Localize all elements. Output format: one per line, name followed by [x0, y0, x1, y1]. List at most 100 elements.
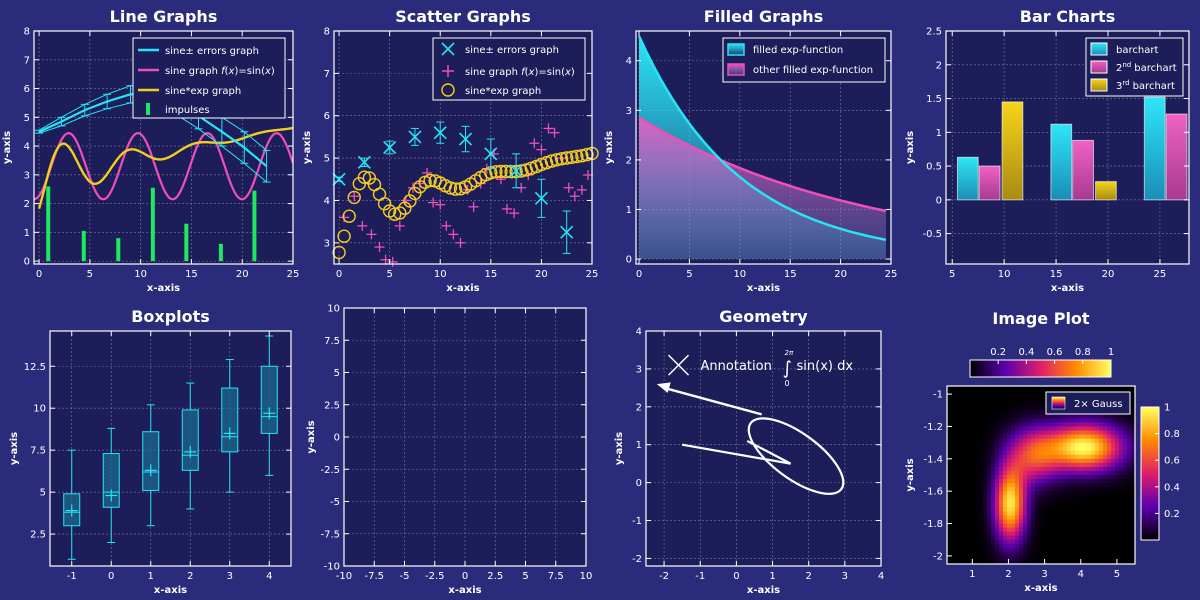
heatmap-cell — [1091, 507, 1096, 512]
heatmap-cell — [979, 523, 984, 529]
heatmap-cell — [971, 426, 976, 431]
y-tick-label: -1.6 — [923, 487, 943, 498]
heatmap-cell — [1023, 475, 1028, 480]
heatmap-cell — [1083, 499, 1088, 504]
heatmap-cell — [1071, 438, 1076, 444]
heatmap-cell — [971, 438, 976, 444]
heatmap-cell — [995, 475, 1000, 480]
heatmap-cell — [995, 430, 1000, 436]
legend-label: sine*exp graph — [465, 86, 541, 97]
heatmap-cell — [999, 466, 1004, 472]
heatmap-cell — [1027, 430, 1032, 436]
heatmap-cell — [959, 483, 964, 488]
heatmap-cell — [1103, 442, 1108, 448]
heatmap-cell — [1019, 551, 1024, 557]
y-tick-label: 0 — [936, 195, 942, 206]
heatmap-cell — [947, 442, 952, 448]
x-tick-label: 5 — [522, 571, 528, 582]
heatmap-cell — [1043, 426, 1048, 431]
heatmap-cell — [1079, 446, 1084, 452]
y-tick-label: -2 — [933, 551, 943, 562]
heatmap-cell — [1103, 434, 1108, 440]
heatmap-cell — [1007, 442, 1012, 448]
heatmap-cell — [1127, 559, 1132, 565]
heatmap-cell — [1067, 499, 1072, 504]
heatmap-cell — [1047, 422, 1052, 427]
heatmap-cell — [999, 511, 1004, 516]
colorbar-tick-label: 0.6 — [1047, 347, 1063, 358]
heatmap-cell — [1127, 483, 1132, 488]
heatmap-cell — [983, 523, 988, 529]
plot-frame — [33, 30, 294, 265]
heatmap-cell — [975, 543, 980, 549]
heatmap-cell — [1011, 495, 1016, 500]
heatmap-cell — [1083, 446, 1088, 452]
heatmap-cell — [1099, 555, 1104, 561]
heatmap-cell — [983, 499, 988, 504]
heatmap-cell — [1119, 386, 1124, 391]
heatmap-cell — [1035, 402, 1040, 407]
heatmap-cell — [1095, 414, 1100, 419]
x-axis-label: x-axis — [1051, 283, 1084, 294]
heatmap-cell — [1071, 430, 1076, 436]
heatmap-cell — [1123, 531, 1128, 537]
heatmap-cell — [1063, 515, 1068, 520]
heatmap-cell — [1047, 450, 1052, 456]
heatmap-cell — [1047, 555, 1052, 561]
heatmap-cell — [1091, 454, 1096, 460]
heatmap-cell — [971, 495, 976, 500]
plot-area — [50, 331, 291, 566]
heatmap-cell — [959, 527, 964, 533]
heatmap-cell — [1063, 543, 1068, 549]
heatmap-cell — [1011, 519, 1016, 525]
heatmap-cell — [951, 402, 956, 407]
heatmap-cell — [1067, 539, 1072, 545]
heatmap-cell — [1075, 475, 1080, 480]
heatmap-cell — [1043, 551, 1048, 557]
heatmap-cell — [951, 430, 956, 436]
heatmap-cell — [951, 466, 956, 472]
heatmap-cell — [1071, 519, 1076, 525]
heatmap-cell — [1131, 402, 1136, 407]
heatmap-cell — [1047, 466, 1052, 472]
heatmap-cell — [951, 390, 956, 395]
heatmap-cell — [1059, 438, 1064, 444]
x-tick-label: -2 — [659, 571, 669, 582]
heatmap-cell — [1027, 539, 1032, 545]
heatmap-cell — [1055, 414, 1060, 419]
heatmap-cell — [951, 499, 956, 504]
heatmap-cell — [1063, 450, 1068, 456]
heatmap-cell — [1075, 559, 1080, 565]
heatmap-cell — [991, 454, 996, 460]
heatmap-cell — [1059, 527, 1064, 533]
heatmap-cell — [1039, 462, 1044, 468]
heatmap-cell — [1083, 491, 1088, 496]
heatmap-cell — [955, 495, 960, 500]
heatmap-cell — [1111, 483, 1116, 488]
y-tick-label: -0.5 — [922, 229, 942, 240]
heatmap-cell — [1007, 507, 1012, 512]
heatmap-cell — [1095, 438, 1100, 444]
heatmap-cell — [951, 394, 956, 399]
series-layer — [956, 96, 1189, 255]
heatmap-cell — [1115, 430, 1120, 436]
heatmap-cell — [1063, 426, 1068, 431]
heatmap-cell — [1027, 418, 1032, 423]
x-tick-label: 0 — [36, 269, 42, 280]
heatmap-cell — [1099, 487, 1104, 492]
heatmap-cell — [1023, 386, 1028, 391]
heatmap-cell — [1071, 483, 1076, 488]
heatmap-cell — [1031, 491, 1036, 496]
heatmap-cell — [951, 446, 956, 452]
heatmap-cell — [1031, 406, 1036, 411]
heatmap-cell — [1019, 426, 1024, 431]
heatmap-cell — [991, 479, 996, 484]
heatmap-cell — [1051, 458, 1056, 464]
heatmap-cell — [967, 555, 972, 561]
heatmap-cell — [947, 418, 952, 423]
heatmap-cell — [1051, 519, 1056, 525]
heatmap-cell — [1091, 434, 1096, 440]
heatmap-cell — [963, 446, 968, 452]
heatmap-cell — [999, 394, 1004, 399]
heatmap-cell — [1091, 559, 1096, 565]
